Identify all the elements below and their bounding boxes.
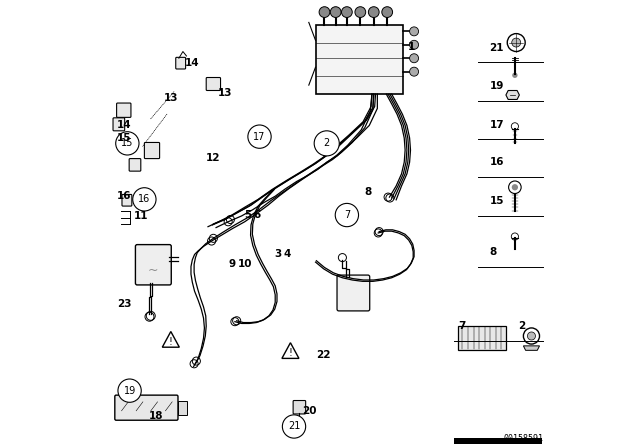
Text: 7: 7: [458, 321, 465, 331]
FancyBboxPatch shape: [206, 78, 221, 90]
Text: 13: 13: [164, 93, 179, 103]
Text: 00158591: 00158591: [503, 434, 543, 443]
Circle shape: [319, 7, 330, 17]
Text: 7: 7: [344, 210, 350, 220]
FancyBboxPatch shape: [454, 438, 541, 444]
Text: 2: 2: [518, 321, 525, 331]
Circle shape: [512, 73, 518, 78]
Text: 21: 21: [288, 422, 300, 431]
Circle shape: [297, 424, 301, 429]
Circle shape: [410, 67, 419, 76]
Circle shape: [512, 184, 518, 190]
Text: 15: 15: [490, 196, 504, 206]
FancyBboxPatch shape: [337, 275, 370, 311]
FancyBboxPatch shape: [115, 395, 178, 420]
Circle shape: [116, 132, 139, 155]
Text: 12: 12: [205, 153, 220, 163]
Circle shape: [355, 7, 365, 17]
Text: 15: 15: [116, 133, 131, 142]
Text: 17: 17: [253, 132, 266, 142]
Circle shape: [382, 7, 392, 17]
FancyBboxPatch shape: [293, 401, 306, 414]
Text: !: !: [169, 337, 173, 347]
Text: 10: 10: [237, 259, 252, 269]
Circle shape: [410, 40, 419, 49]
FancyBboxPatch shape: [113, 118, 125, 131]
Text: 6: 6: [253, 210, 261, 220]
Text: 4: 4: [284, 250, 291, 259]
Text: 1: 1: [407, 42, 415, 52]
FancyBboxPatch shape: [458, 326, 506, 350]
Text: ~: ~: [148, 264, 159, 277]
Circle shape: [118, 379, 141, 402]
Text: !: !: [289, 348, 292, 358]
Circle shape: [410, 54, 419, 63]
Text: 16: 16: [116, 191, 131, 201]
Circle shape: [369, 7, 379, 17]
Polygon shape: [524, 346, 540, 350]
FancyBboxPatch shape: [136, 245, 172, 285]
Text: 2: 2: [324, 138, 330, 148]
FancyBboxPatch shape: [129, 159, 141, 171]
Text: 16: 16: [490, 157, 504, 167]
Text: 9: 9: [228, 259, 236, 269]
Text: 8: 8: [365, 187, 372, 197]
FancyBboxPatch shape: [178, 401, 187, 415]
Circle shape: [314, 131, 339, 156]
Text: 19: 19: [124, 386, 136, 396]
Circle shape: [330, 7, 341, 17]
Circle shape: [282, 415, 306, 438]
Circle shape: [248, 125, 271, 148]
Circle shape: [512, 38, 521, 47]
Text: 22: 22: [316, 350, 331, 360]
Text: 14: 14: [116, 121, 131, 130]
FancyBboxPatch shape: [316, 25, 403, 94]
Text: 18: 18: [149, 411, 163, 421]
FancyBboxPatch shape: [122, 194, 132, 206]
Text: 5: 5: [244, 210, 251, 220]
Text: 15: 15: [121, 138, 134, 148]
FancyBboxPatch shape: [145, 142, 159, 159]
Text: 13: 13: [218, 88, 232, 98]
Text: 8: 8: [490, 247, 497, 257]
Text: 17: 17: [490, 120, 504, 129]
Circle shape: [342, 7, 352, 17]
Circle shape: [132, 188, 156, 211]
Text: 20: 20: [302, 406, 317, 416]
Circle shape: [410, 27, 419, 36]
Text: 16: 16: [138, 194, 150, 204]
Polygon shape: [163, 332, 179, 347]
Text: 23: 23: [118, 299, 132, 309]
Polygon shape: [282, 343, 299, 358]
FancyBboxPatch shape: [116, 103, 131, 117]
Text: 11: 11: [134, 211, 148, 221]
Text: 14: 14: [185, 58, 199, 68]
Circle shape: [527, 332, 536, 340]
Circle shape: [335, 203, 358, 227]
Text: 21: 21: [490, 43, 504, 53]
Text: 19: 19: [490, 81, 504, 91]
Polygon shape: [506, 90, 519, 99]
Text: 3: 3: [274, 250, 281, 259]
FancyBboxPatch shape: [176, 57, 186, 69]
